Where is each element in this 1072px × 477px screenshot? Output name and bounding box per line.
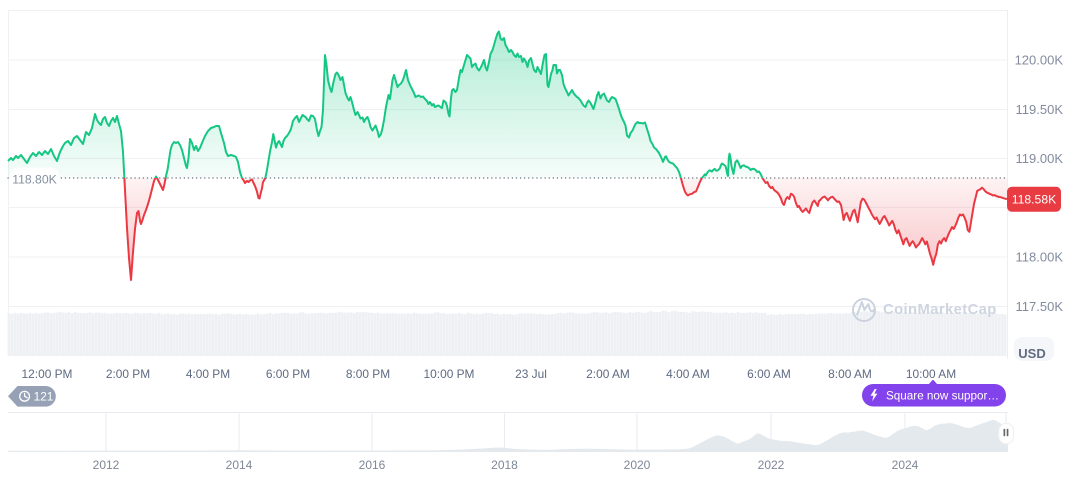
svg-text:2022: 2022 <box>758 458 785 472</box>
svg-text:2024: 2024 <box>892 458 919 472</box>
svg-text:4:00 PM: 4:00 PM <box>186 367 230 381</box>
svg-text:117.50K: 117.50K <box>1016 299 1064 314</box>
svg-text:2:00 PM: 2:00 PM <box>106 367 150 381</box>
svg-text:2016: 2016 <box>359 458 386 472</box>
svg-text:121: 121 <box>34 390 54 404</box>
svg-text:6:00 PM: 6:00 PM <box>266 367 310 381</box>
svg-text:CoinMarketCap: CoinMarketCap <box>883 302 997 318</box>
svg-text:10:00 PM: 10:00 PM <box>424 367 475 381</box>
svg-text:4:00 AM: 4:00 AM <box>666 367 710 381</box>
svg-text:8:00 PM: 8:00 PM <box>346 367 390 381</box>
svg-text:119.00K: 119.00K <box>1016 151 1064 166</box>
svg-text:2012: 2012 <box>93 458 120 472</box>
svg-text:118.00K: 118.00K <box>1016 250 1064 265</box>
svg-text:2014: 2014 <box>226 458 253 472</box>
svg-text:USD: USD <box>1018 346 1045 361</box>
svg-text:118.80K: 118.80K <box>12 173 57 187</box>
svg-text:120.00K: 120.00K <box>1015 53 1064 68</box>
svg-text:8:00 AM: 8:00 AM <box>828 367 872 381</box>
svg-text:119.50K: 119.50K <box>1016 102 1064 117</box>
svg-text:118.58K: 118.58K <box>1012 193 1057 207</box>
svg-text:Square now suppor…: Square now suppor… <box>886 389 999 402</box>
svg-text:2018: 2018 <box>491 458 518 472</box>
svg-text:2:00 AM: 2:00 AM <box>586 367 630 381</box>
svg-text:23 Jul: 23 Jul <box>515 367 547 381</box>
svg-text:10:00 AM: 10:00 AM <box>906 367 956 381</box>
svg-text:2020: 2020 <box>624 458 651 472</box>
svg-text:6:00 AM: 6:00 AM <box>747 367 791 381</box>
svg-text:12:00 PM: 12:00 PM <box>22 367 73 381</box>
